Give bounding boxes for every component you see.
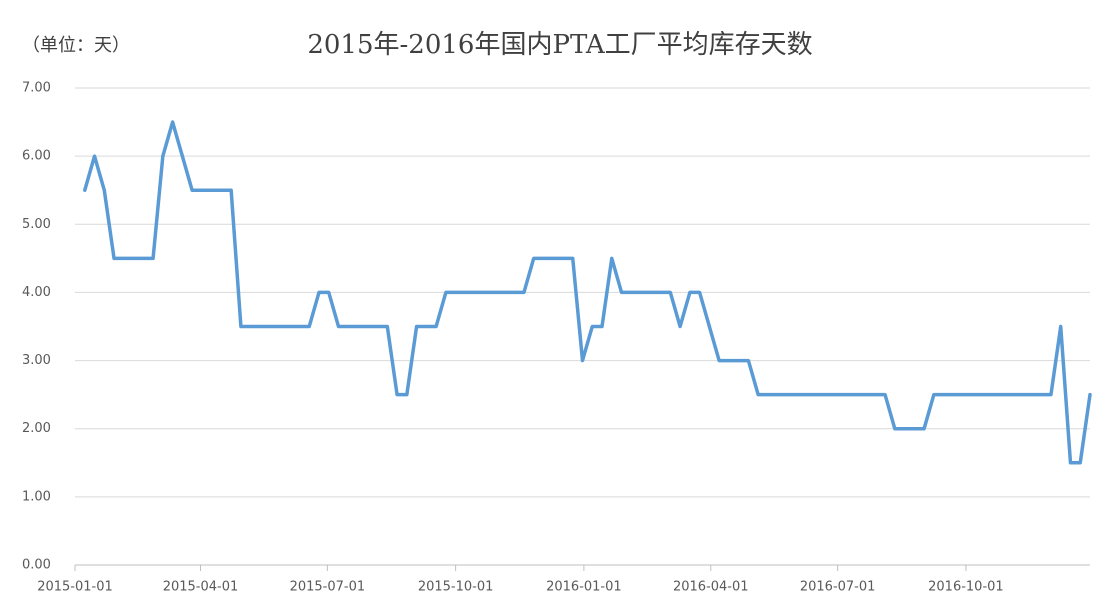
x-tick-label: 2016-10-01 [928,580,1004,595]
x-tick-label: 2015-10-01 [418,580,494,595]
x-tick-label: 2015-07-01 [290,580,366,595]
unit-note: （单位：天） [22,35,130,56]
y-tick-label: 2.00 [22,421,51,436]
y-tick-label: 1.00 [22,489,51,504]
x-tick-label: 2016-07-01 [800,580,876,595]
x-tick-label: 2015-04-01 [163,580,239,595]
chart-title: 2015年-2016年国内PTA工厂平均库存天数 [307,30,812,60]
x-tick-label: 2016-04-01 [673,580,749,595]
y-tick-label: 0.00 [22,558,51,573]
x-tick-label: 2016-01-01 [546,580,622,595]
y-tick-label: 7.00 [22,81,51,96]
y-tick-label: 4.00 [22,285,51,300]
data-line [83,120,1092,465]
y-tick-label: 5.00 [22,217,51,232]
y-tick-label: 6.00 [22,149,51,164]
x-tick-label: 2015-01-01 [37,580,113,595]
y-tick-label: 3.00 [22,353,51,368]
